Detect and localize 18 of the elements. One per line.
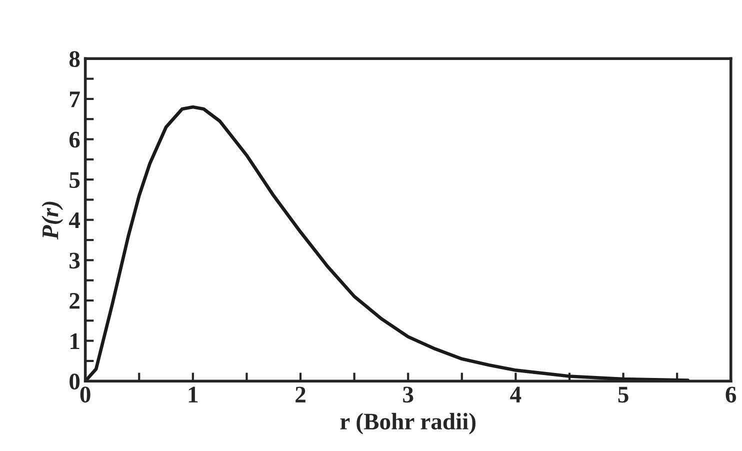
y-tick-label: 5 [70,172,80,188]
x-tick-label: 0 [80,386,90,403]
x-tick-label: 2 [296,386,306,402]
x-tick-label: 3 [403,386,414,403]
y-tick-label: 8 [69,51,80,68]
x-tick-label: 6 [726,386,736,403]
y-tick-label: 1 [70,333,80,349]
y-tick-label: 2 [70,293,80,309]
y-tick-label: 4 [68,212,80,228]
y-tick-label: 0 [70,374,80,390]
y-axis-title: P(r) [42,202,64,240]
y-tick-label: 7 [70,92,80,108]
x-axis-title: r (Bohr radii) [340,412,476,434]
y-tick-label: 3 [70,252,80,269]
x-tick-label: 1 [188,386,198,402]
x-tick-label: 4 [510,386,522,402]
y-tick-label: 6 [69,132,80,148]
x-tick-label: 5 [618,386,628,403]
